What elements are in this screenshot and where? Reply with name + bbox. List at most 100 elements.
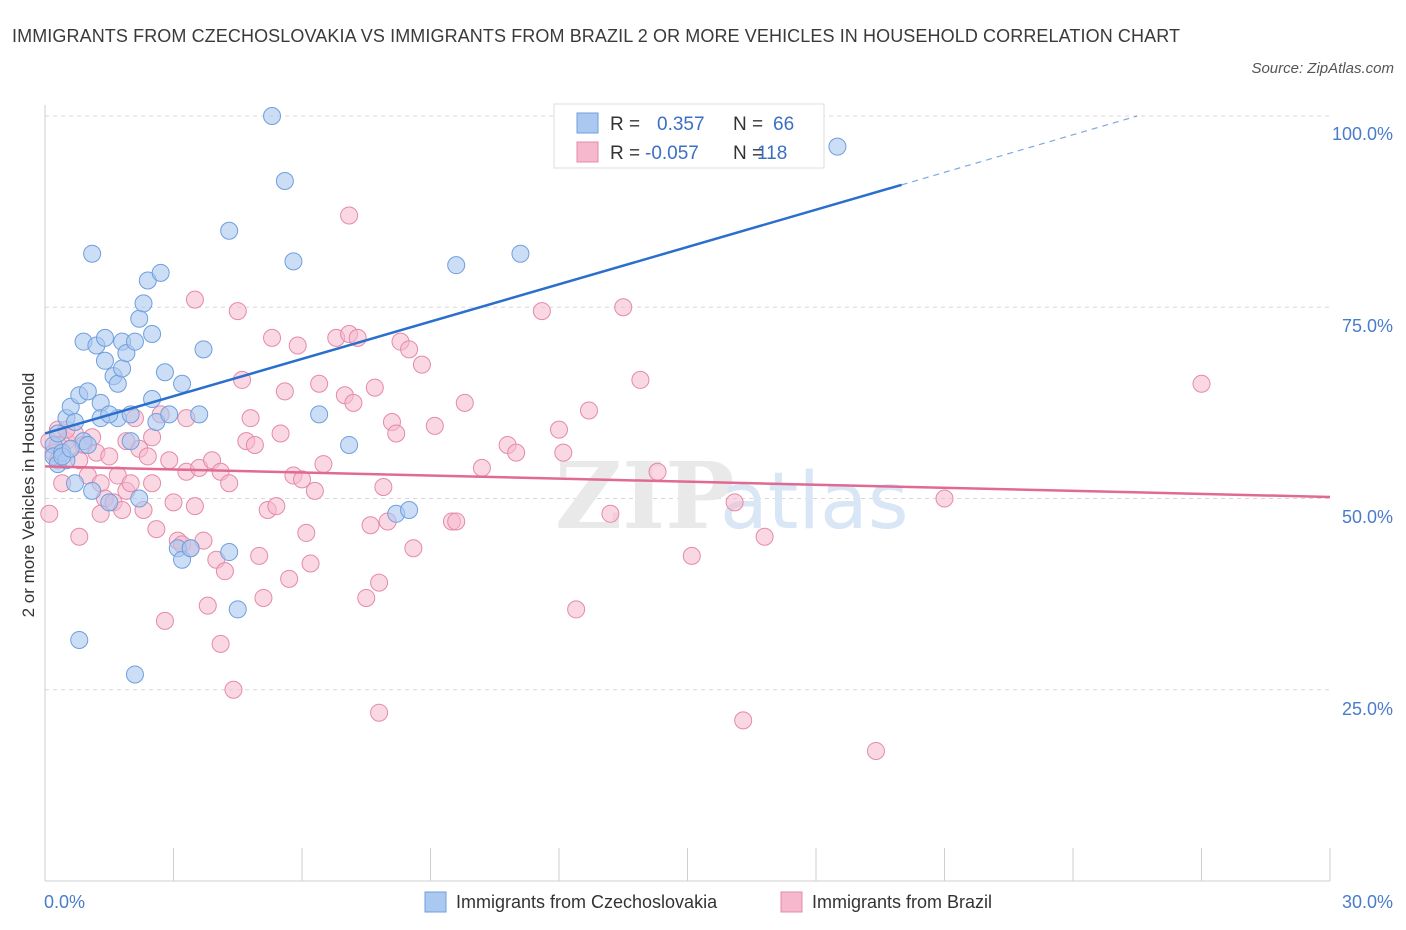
brazil-point-44 [211, 634, 230, 653]
czechoslovakia-point-51 [275, 172, 294, 191]
brazil-point-104 [682, 546, 701, 565]
brazil-point-106 [734, 711, 753, 730]
brazil-point-86 [404, 539, 423, 558]
y-tick-label-75: 75.0% [1342, 316, 1393, 336]
trend-line-czechoslovakia-extension [901, 115, 1138, 186]
brazil-point-26 [143, 428, 162, 447]
brazil-point-85 [400, 340, 419, 359]
chart-source: Source: ZipAtlas.com [1251, 60, 1394, 77]
legend-r-value-pink: -0.057 [645, 143, 699, 164]
brazil-point-9 [70, 527, 89, 546]
legend-n-label-pink: N = [733, 143, 763, 164]
czechoslovakia-point-49 [228, 600, 247, 619]
correlation-legend: R = 0.357 N = 66 R = -0.057 N = 118 [553, 103, 825, 169]
czechoslovakia-point-38 [151, 263, 170, 282]
legend-r-label-blue: R = [610, 114, 640, 135]
brazil-point-68 [314, 455, 333, 474]
czechoslovakia-point-50 [263, 107, 282, 125]
legend-r-label-pink: R = [610, 143, 640, 164]
czechoslovakia-point-61 [70, 631, 89, 650]
brazil-point-67 [310, 374, 329, 393]
brazil-point-99 [579, 401, 598, 420]
brazil-point-79 [374, 478, 393, 497]
y-tick-label-100: 100.0% [1332, 124, 1393, 144]
brazil-point-25 [138, 447, 157, 466]
brazil-point-29 [155, 611, 174, 630]
series-legend-swatch-pink [780, 891, 803, 913]
brazil-point-87 [412, 355, 431, 374]
czechoslovakia-point-13 [78, 382, 97, 401]
brazil-point-64 [297, 523, 316, 542]
brazil-point-76 [361, 516, 380, 535]
czechoslovakia-point-21 [100, 493, 119, 512]
czechoslovakia-point-14 [83, 481, 102, 500]
series-czechoslovakia-points [44, 107, 847, 684]
brazil-point-53 [250, 546, 269, 565]
brazil-point-97 [554, 443, 573, 462]
brazil-point-51 [241, 409, 260, 428]
czechoslovakia-point-48 [220, 543, 239, 562]
brazil-point-75 [357, 588, 376, 607]
czechoslovakia-point-33 [134, 294, 153, 313]
brazil-point-109 [935, 489, 954, 508]
y-tick-label-50: 50.0% [1342, 507, 1393, 527]
brazil-point-57 [267, 497, 286, 516]
brazil-point-107 [755, 527, 774, 546]
brazil-point-95 [532, 302, 551, 321]
legend-r-value-blue: 0.357 [657, 114, 705, 135]
czechoslovakia-point-29 [121, 432, 140, 451]
brazil-point-108 [866, 741, 885, 760]
czechoslovakia-point-19 [95, 328, 114, 347]
y-tick-label-25: 25.0% [1342, 699, 1393, 719]
brazil-point-105 [725, 493, 744, 512]
watermark-atlas: atlas [720, 457, 909, 547]
brazil-point-60 [280, 569, 299, 588]
brazil-point-80 [370, 703, 389, 722]
trend-line-brazil [44, 465, 1331, 499]
czechoslovakia-point-59 [828, 137, 847, 156]
brazil-point-71 [340, 206, 359, 225]
brazil-point-94 [507, 443, 526, 462]
brazil-point-63 [293, 470, 311, 489]
czechoslovakia-point-57 [447, 256, 466, 275]
brazil-point-92 [472, 458, 491, 477]
legend-box-frame [553, 103, 825, 169]
czechoslovakia-point-23 [108, 374, 127, 393]
series-legend-label-brazil: Immigrants from Brazil [812, 892, 992, 912]
brazil-point-98 [567, 600, 586, 619]
czechoslovakia-point-30 [125, 332, 144, 351]
brazil-point-110 [1192, 374, 1211, 393]
brazil-point-1 [40, 504, 59, 523]
brazil-point-16 [100, 447, 119, 466]
brazil-point-59 [275, 382, 294, 401]
x-tick-label-min: 0.0% [44, 892, 85, 912]
czechoslovakia-point-40 [160, 405, 179, 424]
brazil-point-78 [370, 573, 389, 592]
brazil-point-102 [631, 370, 650, 389]
czechoslovakia-point-31 [130, 489, 149, 508]
brazil-point-36 [185, 497, 204, 516]
brazil-point-52 [245, 435, 264, 454]
brazil-point-96 [550, 420, 568, 439]
czechoslovakia-point-58 [511, 244, 530, 263]
czechoslovakia-point-36 [143, 325, 162, 344]
czechoslovakia-point-20 [95, 351, 114, 370]
legend-swatch-pink [576, 141, 599, 163]
brazil-point-65 [301, 554, 320, 573]
czechoslovakia-point-64 [78, 435, 97, 454]
trend-line-czechoslovakia [44, 183, 903, 435]
legend-swatch-blue [576, 112, 599, 134]
series-legend: Immigrants from Czechoslovakia Immigrant… [424, 891, 992, 913]
brazil-point-116 [143, 474, 162, 493]
series-legend-swatch-blue [424, 891, 447, 913]
brazil-point-101 [614, 298, 633, 317]
czechoslovakia-point-26 [113, 359, 132, 378]
y-axis-label: 2 or more Vehicles in Household [19, 373, 38, 618]
brazil-point-91 [455, 393, 474, 412]
czechoslovakia-point-63 [61, 439, 80, 458]
brazil-point-83 [387, 424, 406, 443]
czechoslovakia-point-46 [194, 340, 213, 359]
brazil-point-48 [228, 302, 247, 321]
czechoslovakia-point-43 [173, 374, 192, 393]
